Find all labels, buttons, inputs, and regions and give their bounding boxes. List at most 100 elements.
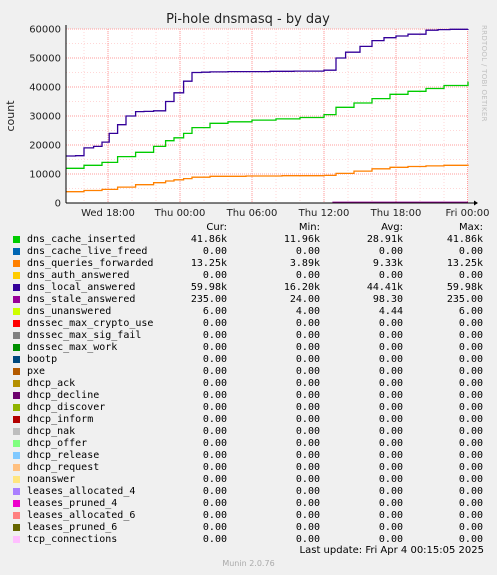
legend-value-avg: 0.00 [378,426,403,437]
legend-row: tcp_connections 0.00 0.00 0.00 0.00 [0,534,497,546]
legend-value-avg: 0.00 [378,486,403,497]
legend-value-max: 0.00 [458,498,483,509]
legend-value-max: 0.00 [458,426,483,437]
legend-label: dhcp_discover [27,402,106,413]
legend-value-max: 0.00 [458,474,483,485]
legend-value-avg: 98.30 [372,294,403,305]
legend-row: dns_queries_forwarded 13.25k 3.89k 9.33k 13.… [0,258,497,270]
legend-value-max: 0.00 [458,246,483,257]
legend-label: dnssec_max_sig_fail [27,330,142,341]
legend-value-min: 0.00 [295,390,320,401]
legend-value-min: 0.00 [295,246,320,257]
legend-row: leases_allocated_6 0.00 0.00 0.00 0.00 [0,510,497,522]
legend-label: dhcp_request [27,462,100,473]
y-tick-label: 40000 [29,83,61,94]
legend-swatch [13,488,20,495]
legend-row: dhcp_decline 0.00 0.00 0.00 0.00 [0,390,497,402]
legend-swatch [13,428,20,435]
legend-value-max: 0.00 [458,366,483,377]
legend-label: dhcp_release [27,450,100,461]
legend-swatch [13,524,20,531]
legend-value-avg: 0.00 [378,318,403,329]
series-line-dns-queries-forwarded [66,164,469,193]
legend-value-max: 0.00 [458,462,483,473]
legend-value-avg: 0.00 [378,378,403,389]
legend-value-cur: 0.00 [202,414,227,425]
legend-row: bootp 0.00 0.00 0.00 0.00 [0,354,497,366]
legend-value-min: 0.00 [295,270,320,281]
legend-label: dns_stale_answered [27,294,136,305]
legend-value-cur: 41.86k [190,234,227,245]
legend-value-avg: 4.44 [378,306,403,317]
legend-label: bootp [27,354,58,365]
legend-value-avg: 0.00 [378,330,403,341]
legend-value-min: 3.89k [289,258,320,269]
legend-value-avg: 0.00 [378,270,403,281]
legend-header-avg: Avg: [381,222,403,233]
legend-value-cur: 6.00 [202,306,227,317]
legend-value-cur: 0.00 [202,498,227,509]
legend-value-min: 0.00 [295,354,320,365]
legend-label: leases_allocated_6 [27,510,136,521]
legend-value-max: 0.00 [458,450,483,461]
legend-value-cur: 0.00 [202,474,227,485]
legend-value-min: 0.00 [295,378,320,389]
legend-value-cur: 0.00 [202,438,227,449]
y-axis-label: count [4,100,17,132]
legend-label: dns_local_answered [27,282,136,293]
legend-value-avg: 0.00 [378,510,403,521]
legend-value-max: 13.25k [446,258,483,269]
legend-value-min: 0.00 [295,402,320,413]
legend-value-max: 0.00 [458,354,483,365]
legend-value-max: 0.00 [458,318,483,329]
legend-value-min: 0.00 [295,486,320,497]
legend-value-avg: 28.91k [366,234,403,245]
legend-value-min: 0.00 [295,414,320,425]
legend-swatch [13,272,20,279]
legend-swatch [13,236,20,243]
legend-value-min: 0.00 [295,318,320,329]
legend-value-min: 0.00 [295,330,320,341]
legend-value-avg: 0.00 [378,474,403,485]
legend-value-max: 0.00 [458,534,483,545]
legend-label: dhcp_ack [27,378,76,389]
legend-label: leases_pruned_6 [27,522,118,533]
legend-value-max: 235.00 [446,294,483,305]
legend-row: noanswer 0.00 0.00 0.00 0.00 [0,474,497,486]
legend-swatch [13,500,20,507]
legend-value-min: 0.00 [295,342,320,353]
legend-label: pxe [27,366,46,377]
legend-swatch [13,332,20,339]
legend-value-max: 0.00 [458,270,483,281]
legend-swatch [13,356,20,363]
legend-value-cur: 59.98k [190,282,227,293]
legend-row: dns_local_answered 59.98k 16.20k 44.41k 59.9… [0,282,497,294]
legend-swatch [13,308,20,315]
legend-label: dnssec_max_work [27,342,118,353]
legend-label: dhcp_nak [27,426,76,437]
legend-row: dns_auth_answered 0.00 0.00 0.00 0.00 [0,270,497,282]
legend-row: leases_pruned_4 0.00 0.00 0.00 0.00 [0,498,497,510]
legend-value-max: 0.00 [458,390,483,401]
x-tick-label: Thu 00:00 [154,208,206,219]
legend-value-cur: 0.00 [202,462,227,473]
legend-swatch [13,512,20,519]
legend-label: dnssec_max_crypto_use [27,318,154,329]
legend-swatch [13,320,20,327]
legend-label: tcp_connections [27,534,118,545]
legend-row: dhcp_inform 0.00 0.00 0.00 0.00 [0,414,497,426]
legend-label: dhcp_offer [27,438,88,449]
munin-version: Munin 2.0.76 [222,559,275,568]
legend-value-avg: 0.00 [378,462,403,473]
legend-row: pxe 0.00 0.00 0.00 0.00 [0,366,497,378]
legend-value-cur: 0.00 [202,378,227,389]
series-line-dns-local-answered [66,28,469,157]
legend-value-cur: 0.00 [202,330,227,341]
legend-value-min: 24.00 [289,294,320,305]
legend-swatch [13,452,20,459]
x-tick-label: Wed 18:00 [81,208,135,219]
legend-value-cur: 0.00 [202,390,227,401]
legend-row: dns_cache_inserted 41.86k 11.96k 28.91k 41.8… [0,234,497,246]
legend-swatch [13,536,20,543]
legend-value-min: 0.00 [295,474,320,485]
